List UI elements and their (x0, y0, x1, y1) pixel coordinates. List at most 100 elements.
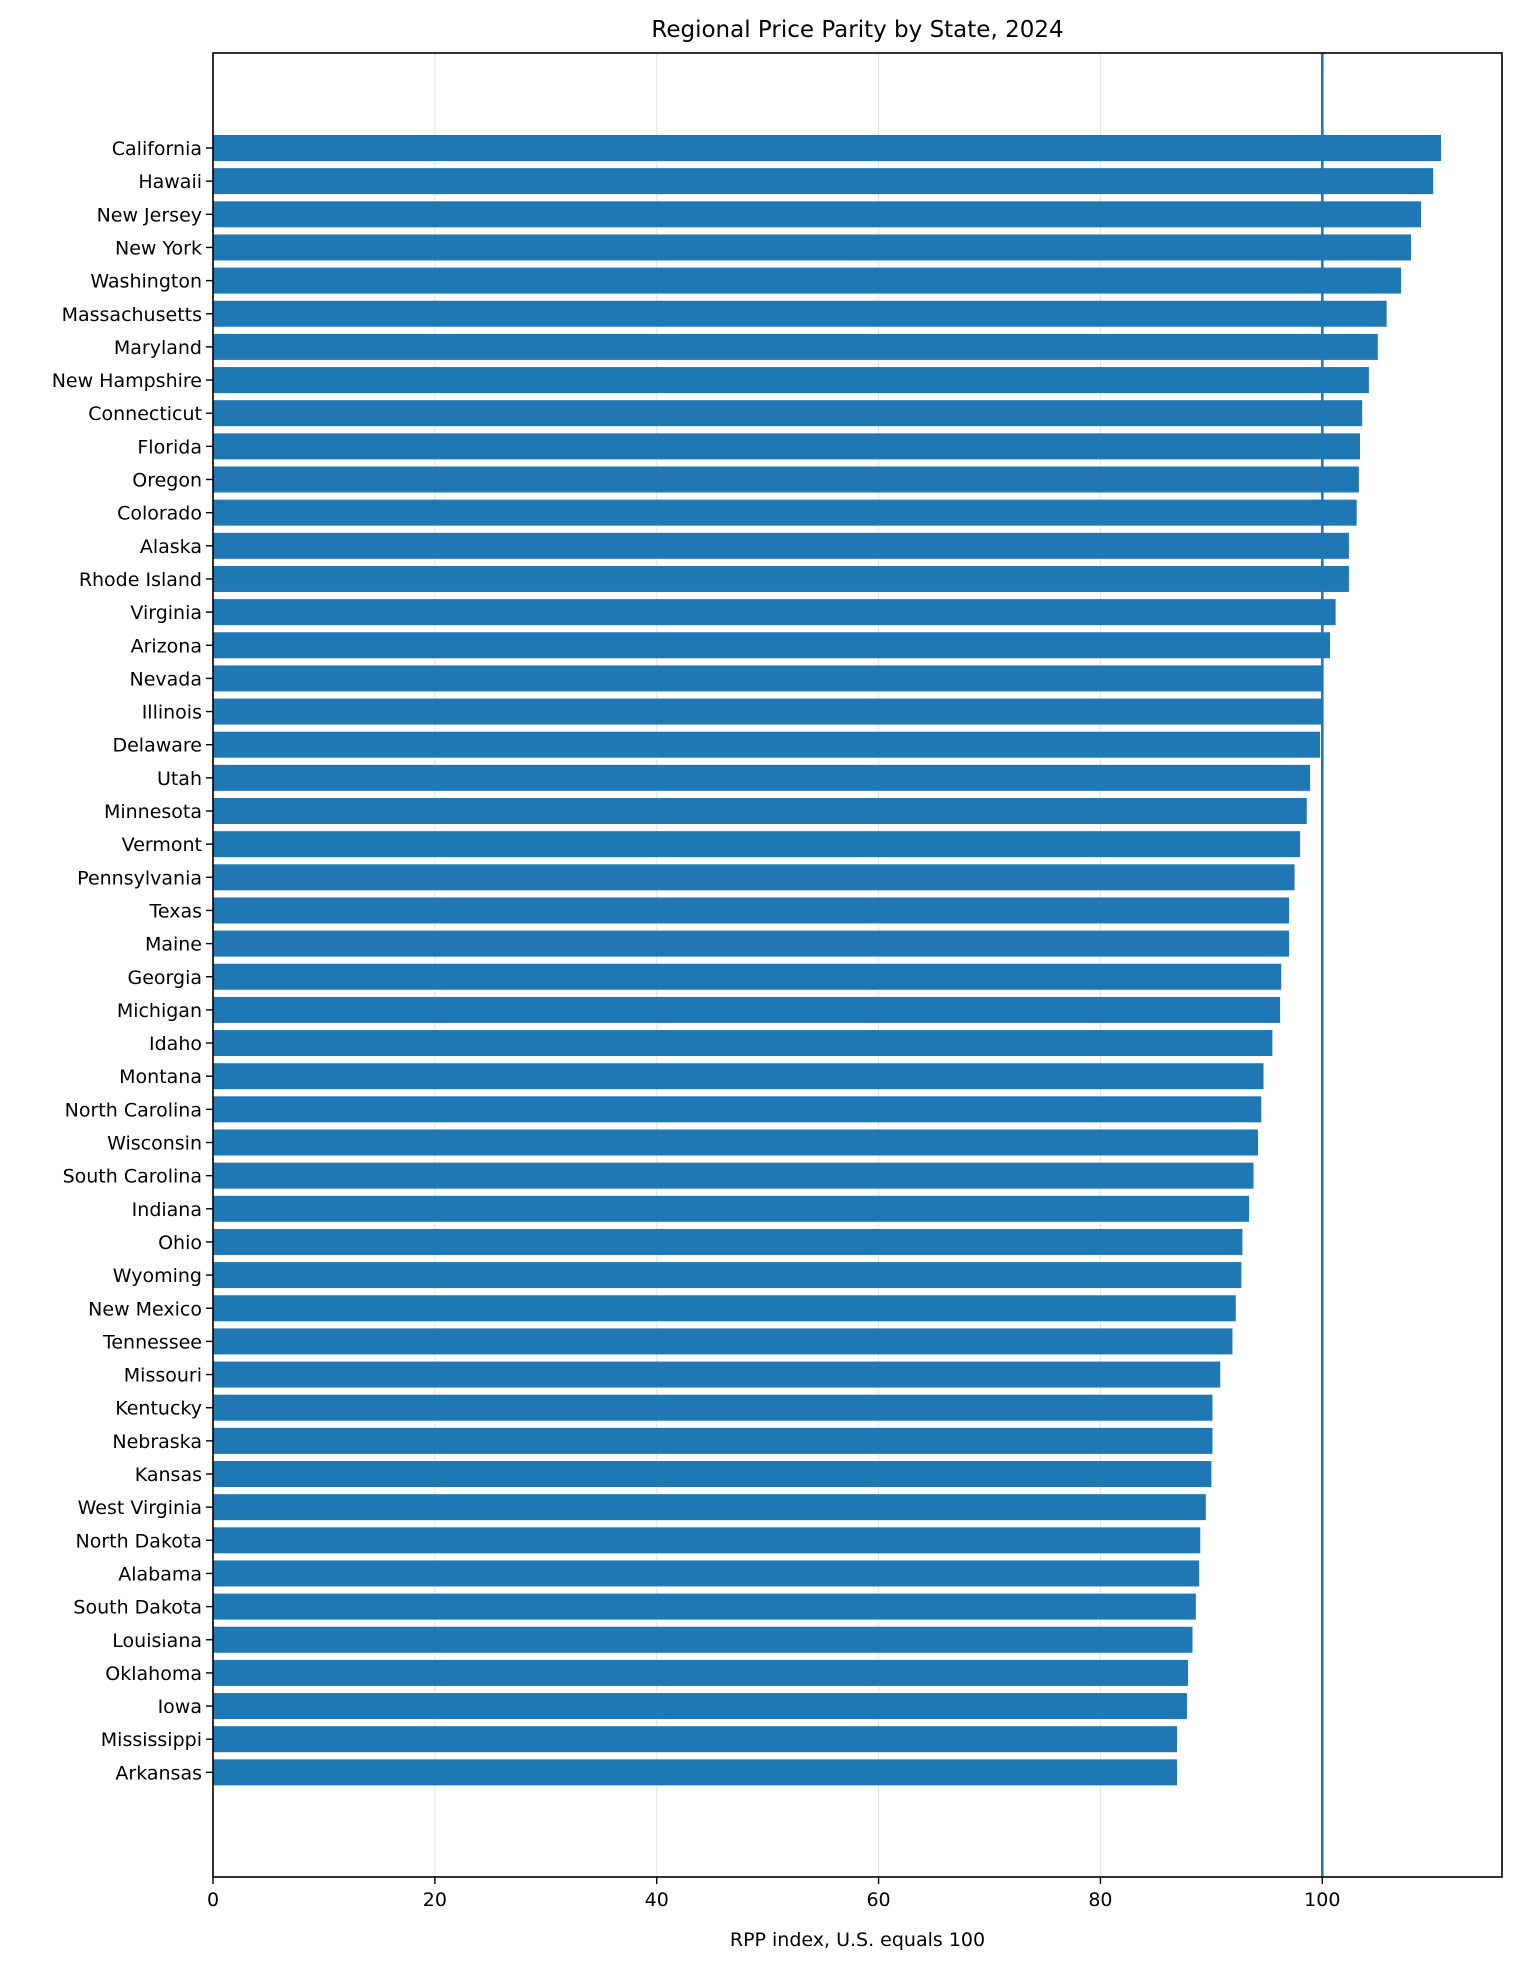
bar (213, 1295, 1236, 1322)
y-tick-label: Ohio (158, 1232, 202, 1254)
y-axis-ticks: California Hawaii New Jersey New York Washin… (52, 138, 213, 1784)
bar (213, 1328, 1233, 1355)
y-tick-label: Maryland (114, 337, 202, 359)
bar (213, 1593, 1196, 1620)
y-tick-label: Pennsylvania (77, 867, 202, 889)
bar (213, 1262, 1242, 1289)
y-tick-label: South Dakota (73, 1597, 202, 1619)
bar (213, 1527, 1201, 1554)
y-tick-label: Colorado (117, 503, 202, 525)
bar (213, 1063, 1264, 1090)
bar (213, 1427, 1213, 1454)
x-axis-ticks: 0 20 40 60 80 100 (207, 1877, 1340, 1911)
bar (213, 532, 1349, 559)
bar (213, 963, 1282, 990)
bar (213, 1195, 1250, 1222)
y-tick-label: Maine (145, 934, 202, 956)
bars (213, 135, 1441, 1786)
bar (213, 1726, 1177, 1753)
y-tick-label: Texas (148, 900, 202, 922)
bar (213, 168, 1434, 195)
y-tick-label: Wyoming (113, 1265, 202, 1287)
bar (213, 565, 1349, 592)
bar (213, 1030, 1273, 1057)
bar (213, 1096, 1262, 1123)
bar (213, 1228, 1243, 1255)
bar (213, 1759, 1177, 1786)
y-tick-label: New York (115, 237, 202, 259)
y-tick-label: Indiana (132, 1199, 202, 1221)
bar (213, 632, 1331, 659)
bar (213, 1129, 1258, 1156)
bar (213, 1494, 1206, 1521)
bar (213, 400, 1363, 427)
bar (213, 864, 1295, 891)
bar (213, 996, 1281, 1023)
y-tick-label: Louisiana (112, 1630, 202, 1652)
y-tick-label: New Jersey (97, 204, 202, 226)
y-tick-label: West Virginia (78, 1497, 202, 1519)
y-tick-label: New Hampshire (52, 370, 202, 392)
y-tick-label: Iowa (158, 1696, 202, 1718)
y-tick-label: Idaho (149, 1033, 202, 1055)
y-tick-label: California (112, 138, 202, 160)
y-tick-label: Washington (90, 271, 202, 293)
y-tick-label: Rhode Island (79, 569, 202, 591)
y-tick-label: Nevada (130, 668, 203, 690)
bar (213, 1361, 1221, 1388)
y-tick-label: Massachusetts (62, 304, 202, 326)
y-tick-label: Hawaii (138, 171, 202, 193)
y-tick-label: Wisconsin (107, 1133, 202, 1155)
y-tick-label: New Mexico (88, 1298, 202, 1320)
y-tick-label: Virginia (130, 602, 202, 624)
x-tick-label: 60 (866, 1889, 890, 1911)
y-tick-label: Connecticut (88, 403, 202, 425)
chart-title: Regional Price Parity by State, 2024 (651, 17, 1063, 43)
y-tick-label: Minnesota (104, 801, 202, 823)
bar (213, 831, 1301, 858)
bar (213, 1693, 1187, 1720)
bar (213, 1626, 1193, 1653)
x-tick-label: 20 (423, 1889, 447, 1911)
bar (213, 499, 1357, 526)
bar (213, 665, 1323, 692)
bar (213, 1162, 1254, 1189)
bar (213, 698, 1323, 725)
bar (213, 433, 1361, 460)
y-tick-label: Montana (119, 1066, 202, 1088)
y-tick-label: Michigan (117, 1000, 202, 1022)
bar (213, 367, 1369, 394)
bar (213, 234, 1412, 261)
y-tick-label: Tennessee (102, 1331, 202, 1353)
y-tick-label: Alaska (140, 536, 202, 558)
x-tick-label: 40 (645, 1889, 669, 1911)
x-axis-label: RPP index, U.S. equals 100 (730, 1929, 985, 1951)
x-tick-label: 100 (1304, 1889, 1340, 1911)
x-tick-label: 0 (207, 1889, 219, 1911)
bar (213, 135, 1441, 161)
bar (213, 764, 1311, 791)
y-tick-label: Delaware (112, 735, 202, 757)
y-tick-label: South Carolina (63, 1166, 202, 1188)
bar (213, 1560, 1200, 1587)
y-tick-label: Georgia (128, 967, 203, 989)
y-tick-label: North Dakota (76, 1530, 203, 1552)
x-tick-label: 80 (1088, 1889, 1112, 1911)
bar (213, 1659, 1189, 1686)
y-tick-label: Florida (137, 436, 202, 458)
y-tick-label: Mississippi (101, 1729, 202, 1751)
y-tick-label: Arkansas (115, 1762, 202, 1784)
bar (213, 466, 1359, 493)
bar (213, 1394, 1213, 1421)
y-tick-label: Utah (157, 768, 202, 790)
bar (213, 300, 1387, 327)
y-tick-label: Alabama (118, 1563, 202, 1585)
y-tick-label: North Carolina (65, 1099, 202, 1121)
bar (213, 267, 1402, 294)
bar (213, 201, 1422, 228)
y-tick-label: Kentucky (115, 1398, 202, 1420)
y-tick-label: Oklahoma (105, 1663, 202, 1685)
bar (213, 333, 1378, 360)
bar (213, 930, 1290, 957)
